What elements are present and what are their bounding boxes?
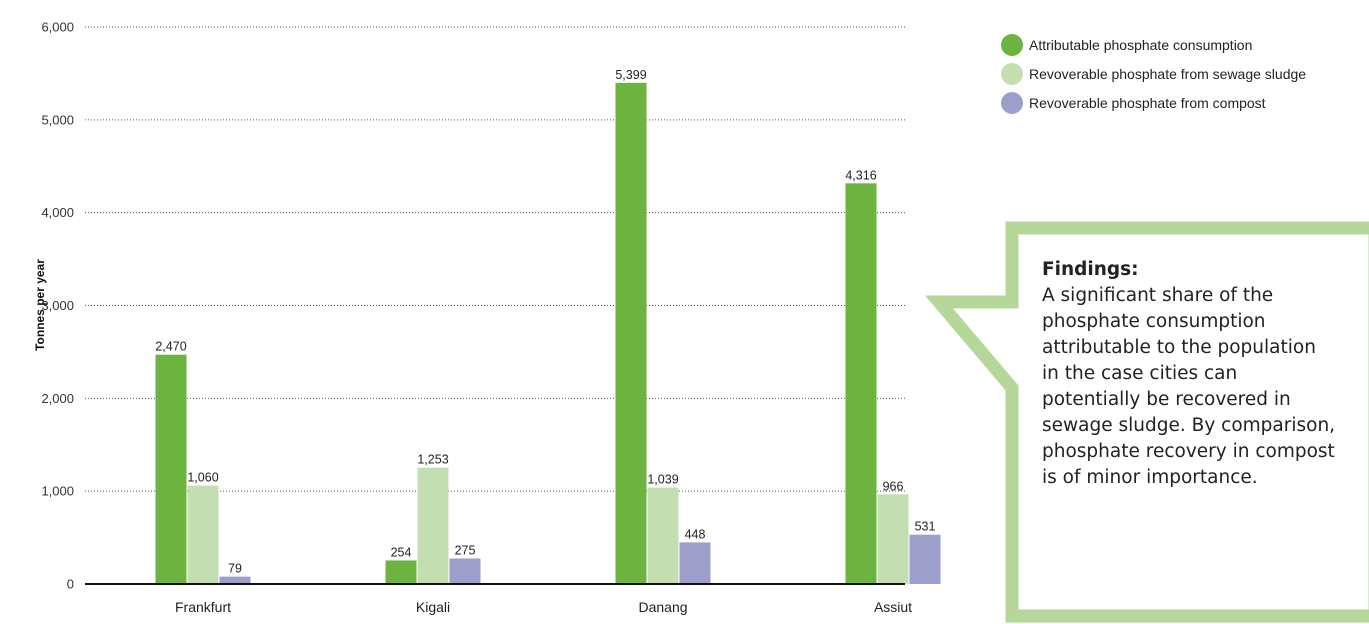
bar (909, 534, 941, 584)
y-axis-label: Tonnes per year (33, 259, 47, 351)
bar (219, 576, 251, 584)
data-label: 1,253 (417, 453, 448, 467)
findings-line: sewage sludge. By comparison, (1042, 415, 1336, 436)
bar (155, 354, 187, 584)
y-tick-label: 0 (67, 577, 74, 592)
data-label: 966 (883, 479, 904, 493)
bar (449, 558, 481, 584)
data-label: 2,470 (155, 340, 186, 354)
legend-dot-icon (1001, 33, 1023, 56)
findings-line: A significant share of the (1042, 285, 1274, 306)
data-label: 448 (685, 527, 706, 541)
findings-line: attributable to the population (1042, 337, 1316, 358)
callout-outline (924, 221, 1369, 623)
legend-label: Revoverable phosphate from sewage sludge (1029, 65, 1307, 82)
legend-dot-icon (1001, 91, 1023, 114)
findings-title: Findings: (1042, 259, 1139, 280)
data-label: 531 (915, 520, 936, 534)
y-tick-label: 6,000 (41, 20, 74, 35)
bar (385, 560, 417, 584)
data-label: 5,399 (615, 68, 646, 82)
y-tick-label: 3,000 (41, 298, 74, 313)
legend-item-consumption: Attributable phosphate consumption (1001, 30, 1306, 59)
y-tick-label: 4,000 (41, 205, 74, 220)
findings-line: is of minor importance. (1042, 467, 1258, 488)
bar (187, 485, 219, 584)
legend-dot-icon (1001, 62, 1023, 85)
findings-line: in the case cities can (1042, 363, 1238, 384)
bar (679, 542, 711, 584)
x-category-label: Assiut (874, 599, 912, 615)
legend: Attributable phosphate consumption Revov… (1001, 30, 1306, 117)
findings-text: Findings: A significant share of the pho… (1042, 257, 1369, 491)
y-tick-label: 1,000 (41, 484, 74, 499)
findings-line: phosphate recovery in compost (1042, 441, 1335, 462)
bar (615, 82, 647, 584)
data-label: 1,060 (187, 471, 218, 485)
x-category-label: Kigali (416, 599, 450, 615)
data-label: 1,039 (647, 473, 678, 487)
data-label: 275 (455, 543, 476, 557)
y-tick-label: 2,000 (41, 391, 74, 406)
x-category-label: Frankfurt (175, 599, 231, 615)
legend-item-sewage-sludge: Revoverable phosphate from sewage sludge (1001, 59, 1306, 88)
bar (877, 494, 909, 584)
legend-item-compost: Revoverable phosphate from compost (1001, 88, 1306, 117)
legend-label: Revoverable phosphate from compost (1029, 94, 1266, 111)
y-tick-label: 5,000 (41, 112, 74, 127)
legend-label: Attributable phosphate consumption (1029, 36, 1253, 53)
data-label: 254 (391, 545, 412, 559)
bar (845, 183, 877, 584)
bar (417, 467, 449, 584)
data-label: 4,316 (845, 168, 876, 182)
bar (647, 487, 679, 584)
findings-line: potentially be recovered in (1042, 389, 1291, 410)
x-category-label: Danang (638, 599, 687, 615)
data-label: 79 (228, 562, 242, 576)
findings-line: phosphate consumption (1042, 311, 1266, 332)
